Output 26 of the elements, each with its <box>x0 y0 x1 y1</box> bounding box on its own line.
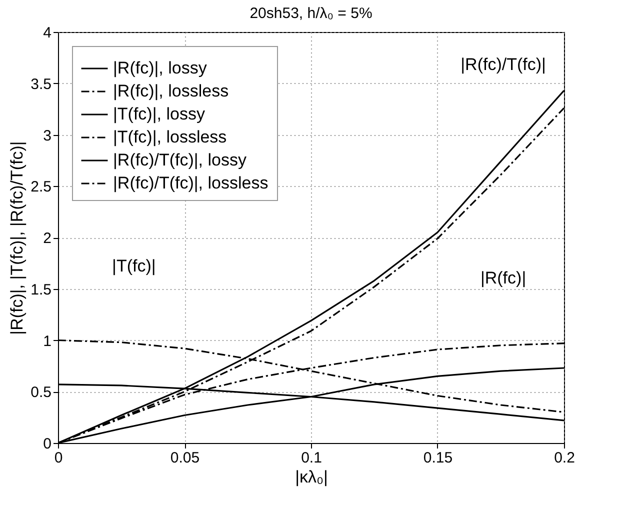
y-tick-label: 3.5 <box>30 76 52 93</box>
y-axis-title: |R(fc)|, |T(fc)|, |R(fc)/T(fc)| <box>8 141 27 335</box>
legend-label: |R(fc)/T(fc)|, lossless <box>113 174 268 192</box>
y-tick-label: 3 <box>43 127 52 144</box>
legend-label: |R(fc)/T(fc)|, lossy <box>113 150 247 170</box>
annotation: |R(fc)/T(fc)| <box>460 54 546 74</box>
x-tick-label: 0 <box>54 450 63 466</box>
y-tick-label: 2 <box>43 230 52 247</box>
x-tick-label: 0.05 <box>170 450 200 466</box>
legend-label: |R(fc)|, lossless <box>113 82 229 100</box>
legend-label: |T(fc)|, lossless <box>113 128 227 146</box>
y-tick-label: 0.5 <box>30 384 52 402</box>
y-tick-label: 0 <box>43 436 52 452</box>
annotation: |T(fc)| <box>112 256 156 276</box>
y-tick-label: 4 <box>43 24 52 42</box>
chart-title: 20sh53, h/λ₀ = 5% <box>250 5 372 22</box>
legend-label: |R(fc)|, lossy <box>113 58 208 78</box>
annotation: |R(fc)| <box>480 268 526 288</box>
y-tick-label: 1.5 <box>30 281 52 298</box>
legend-label: |T(fc)|, lossy <box>113 104 206 124</box>
x-tick-label: 0.1 <box>301 450 322 466</box>
y-tick-label: 2.5 <box>30 178 52 196</box>
y-tick-label: 1 <box>43 332 52 350</box>
x-axis-title: |κλ₀| <box>295 468 328 486</box>
x-tick-label: 0.2 <box>554 450 575 466</box>
x-tick-label: 0.15 <box>423 450 453 466</box>
